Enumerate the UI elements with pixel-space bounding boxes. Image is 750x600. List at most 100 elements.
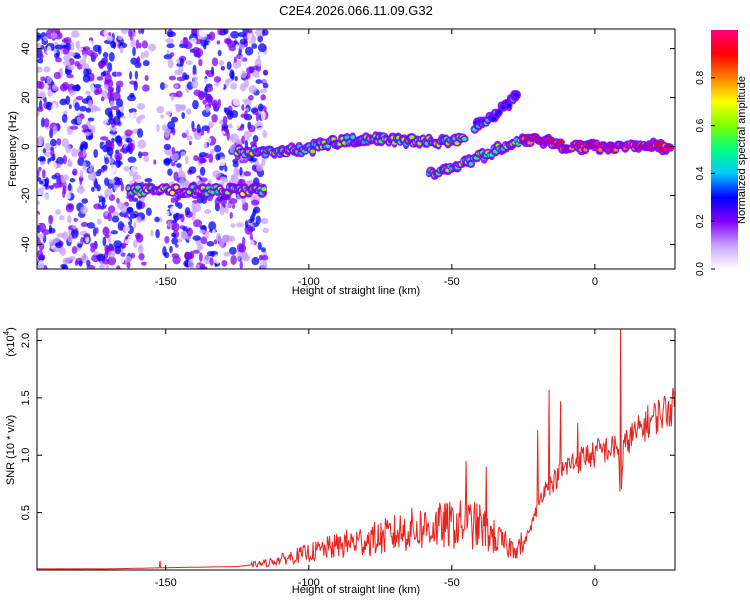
heatmap-cell	[135, 39, 140, 49]
heatmap-cell	[91, 186, 95, 192]
heatmap-cell	[241, 92, 247, 100]
heatmap-cell	[260, 247, 266, 253]
heatmap-cell	[163, 129, 170, 138]
heatmap-cell	[130, 252, 136, 259]
heatmap-cell	[186, 220, 190, 229]
heatmap-cell	[52, 153, 56, 161]
heatmap-cell	[169, 205, 178, 215]
heatmap-cell	[90, 52, 98, 59]
heatmap-cell	[167, 104, 177, 113]
heatmap-cell	[258, 254, 263, 261]
heatmap-cell	[147, 43, 157, 52]
heatmap-cell	[59, 247, 66, 257]
heatmap-cell	[136, 56, 140, 66]
heatmap-cell	[221, 259, 228, 267]
heatmap-cell	[130, 111, 137, 120]
snr-x-tick-label: -100	[298, 577, 320, 589]
snr-x-tick-label: 0	[592, 577, 598, 589]
heatmap-cell	[491, 116, 497, 121]
heatmap-cell	[54, 53, 60, 59]
heatmap-cell	[114, 152, 123, 162]
heatmap-cell	[45, 167, 53, 172]
heatmap-cell	[218, 59, 224, 66]
heatmap-cell	[254, 58, 262, 68]
heatmap-cell	[97, 191, 103, 196]
heatmap-cell	[125, 255, 132, 263]
snr-multiplier: (x104)	[2, 327, 17, 357]
heatmap-cell	[111, 215, 120, 223]
heatmap-cell	[239, 260, 243, 269]
heatmap-cell	[257, 127, 265, 132]
heatmap-cell	[174, 200, 179, 207]
heatmap-cell	[112, 115, 121, 126]
heatmap-cell	[230, 30, 240, 39]
heatmap-cell	[236, 253, 241, 261]
heatmap-cell	[234, 75, 238, 82]
heatmap-cell	[121, 217, 130, 223]
heatmap-cell	[164, 83, 169, 89]
heatmap-cell	[82, 161, 87, 171]
heatmap-cell	[127, 94, 136, 102]
heatmap-cell	[189, 250, 195, 260]
heatmap-cell	[85, 90, 91, 95]
spectrogram-y-tick-label: 0	[20, 143, 32, 149]
heatmap-cell	[166, 49, 170, 55]
heatmap-cell	[112, 211, 120, 217]
snr-x-tick-label: -150	[155, 577, 177, 589]
spectrogram-x-label: Height of straight line (km)	[292, 285, 420, 297]
heatmap-cell	[59, 215, 65, 221]
heatmap-cell	[95, 227, 99, 234]
heatmap-cell	[76, 126, 84, 132]
heatmap-cell	[94, 119, 99, 125]
heatmap-cell	[217, 98, 221, 109]
heatmap-cell	[189, 37, 197, 45]
heatmap-cell	[99, 264, 106, 269]
heatmap-cell	[223, 214, 232, 221]
heatmap-cell	[165, 38, 174, 44]
heatmap-cell	[124, 238, 134, 245]
heatmap-cell	[261, 217, 269, 225]
heatmap-cell	[107, 90, 113, 101]
heatmap-cell	[156, 124, 160, 133]
heatmap-cell	[198, 58, 203, 67]
heatmap-cell	[61, 231, 69, 240]
heatmap-cell	[497, 110, 502, 115]
heatmap-cell	[197, 138, 206, 146]
heatmap-cell	[170, 197, 176, 204]
heatmap-cell	[200, 236, 208, 245]
heatmap-cell	[133, 221, 137, 229]
heatmap-cell	[96, 76, 104, 81]
heatmap-cell	[69, 125, 79, 130]
heatmap-cell	[255, 29, 263, 37]
heatmap-cell	[39, 53, 44, 60]
heatmap-cell	[215, 162, 220, 169]
heatmap-cell	[120, 183, 125, 192]
heatmap-cell	[230, 223, 236, 228]
snr-axes: -150 -100 -50 0 0.5 1.0 1.5 2.0	[20, 329, 675, 589]
heatmap-cell	[140, 29, 145, 34]
heatmap-cell	[51, 84, 58, 92]
heatmap-cell	[175, 162, 182, 168]
heatmap-cell	[225, 264, 233, 269]
heatmap-cell	[105, 264, 109, 269]
heatmap-cell	[104, 244, 109, 254]
heatmap-cell	[248, 124, 256, 133]
heatmap-cell	[70, 228, 79, 239]
heatmap-cell	[46, 209, 50, 216]
heatmap-cell	[38, 166, 42, 172]
heatmap-cell	[223, 107, 227, 113]
heatmap-cell	[219, 164, 224, 171]
heatmap-cell	[45, 101, 54, 111]
heatmap-cell	[127, 156, 137, 163]
heatmap-cell	[52, 182, 62, 188]
heatmap-cell	[93, 203, 102, 210]
heatmap-cell	[168, 75, 177, 81]
heatmap-cell	[248, 85, 257, 94]
heatmap-cell	[258, 51, 265, 57]
heatmap-cell	[167, 220, 172, 228]
snr-y-tick-label: 0.5	[20, 505, 32, 520]
heatmap-cell	[81, 124, 89, 133]
snr-multiplier-label: (x104)	[2, 327, 17, 357]
heatmap-cell	[191, 79, 199, 89]
